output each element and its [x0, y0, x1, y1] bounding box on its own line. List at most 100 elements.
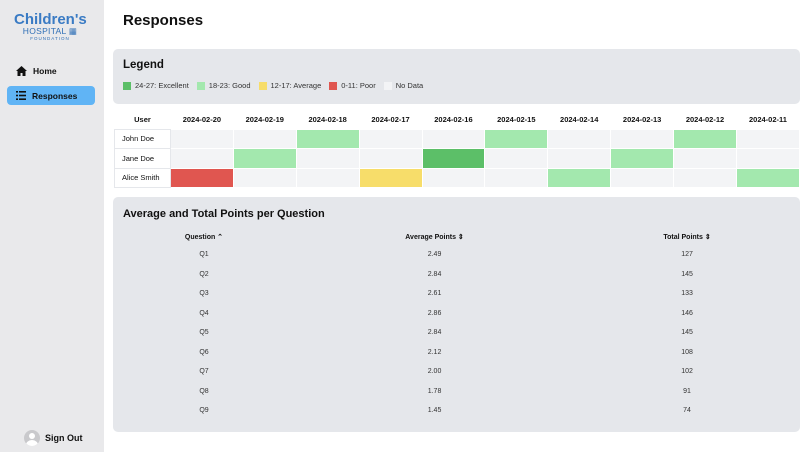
heatmap-cell-none[interactable] [610, 128, 675, 149]
legend-label: 24-27: Excellent [135, 81, 189, 90]
total-points-cell: 108 [681, 348, 693, 356]
heatmap-cell-none[interactable] [610, 167, 675, 188]
legend-swatch [329, 81, 338, 90]
average-points-cell: 1.78 [427, 387, 442, 395]
legend-item: No Data [383, 81, 424, 90]
heatmap-cell-none[interactable] [484, 148, 549, 169]
question-cell: Q1 [199, 251, 209, 259]
response-heatmap: User 2024-02-20 2024-02-19 2024-02-18 2024-0… [114, 110, 801, 188]
heatmap-cell-good[interactable] [610, 148, 675, 169]
total-points-cell: 102 [681, 368, 693, 376]
question-cell: Q3 [199, 290, 209, 298]
sortable-column-header[interactable]: Question ⌃ [184, 234, 224, 241]
column-header-date: 2024-02-20 [182, 114, 222, 124]
sortable-column-header[interactable]: Average Points ⇕ [405, 234, 464, 241]
column-header-date: 2024-02-15 [497, 114, 536, 124]
sidebar-item-label: Responses [32, 90, 78, 101]
table-row: Q1 2.49 127 [113, 245, 800, 265]
legend-swatch [258, 81, 267, 90]
heatmap-cell-none[interactable] [169, 148, 234, 169]
heatmap-cell-average[interactable] [358, 167, 423, 188]
legend-swatch [123, 81, 131, 90]
question-cell: Q4 [199, 309, 209, 317]
sidebar-item-label: Home [33, 65, 57, 76]
avatar-icon [24, 430, 40, 446]
column-header-date: 2024-02-16 [434, 114, 473, 124]
heatmap-cell-none[interactable] [673, 148, 737, 169]
logo[interactable]: Children's HOSPITAL ▦ FOUNDATION [14, 11, 87, 41]
table-row: John Doe [114, 128, 801, 149]
heatmap-cell-none[interactable] [547, 148, 612, 169]
column-header-date: 2024-02-19 [245, 114, 284, 124]
column-header-date: 2024-02-17 [371, 114, 410, 124]
sidebar-item-responses[interactable]: Responses [7, 86, 95, 105]
question-stats-title: Average and Total Points per Question [123, 208, 325, 220]
heatmap-cell-none[interactable] [295, 167, 360, 188]
legend-item: 24-27: Excellent [123, 81, 189, 90]
user-name: Alice Smith [114, 167, 171, 188]
heatmap-cell-good[interactable] [295, 128, 360, 149]
heatmap-cell-none[interactable] [484, 167, 549, 188]
table-row: Q9 1.45 74 [113, 401, 800, 421]
user-name: Jane Doe [114, 148, 171, 169]
sign-out-button[interactable]: Sign Out [24, 430, 83, 446]
total-points-cell: 91 [683, 387, 691, 395]
heatmap-cell-poor[interactable] [169, 167, 234, 188]
average-points-cell: 2.12 [427, 348, 442, 356]
question-cell: Q8 [199, 387, 209, 395]
heatmap-cell-good[interactable] [484, 128, 549, 149]
column-header-user: User [134, 114, 151, 124]
user-name: John Doe [114, 128, 171, 149]
question-cell: Q7 [199, 368, 209, 376]
legend-label: 0-11: Poor [341, 81, 376, 90]
legend-panel: Legend 24-27: Excellent 18-23: Good 12-17:… [113, 49, 800, 104]
table-row: Q2 2.84 145 [113, 265, 800, 285]
table-row: Alice Smith [114, 167, 801, 188]
column-header-date: 2024-02-13 [622, 114, 662, 124]
legend-title: Legend [123, 59, 164, 71]
table-row: Q3 2.61 133 [113, 284, 800, 304]
heatmap-cell-none[interactable] [232, 167, 297, 188]
average-points-cell: 2.00 [427, 368, 442, 376]
table-row: Jane Doe [114, 148, 801, 169]
legend-label: 18-23: Good [208, 81, 251, 90]
heatmap-cell-excellent[interactable] [421, 148, 486, 169]
sidebar: Children's HOSPITAL ▦ FOUNDATION Home Re… [0, 0, 104, 452]
heatmap-cell-good[interactable] [673, 128, 737, 149]
heatmap-cell-none[interactable] [358, 148, 423, 169]
heatmap-cell-none[interactable] [295, 148, 360, 169]
average-points-cell: 1.45 [427, 407, 442, 415]
legend-label: No Data [395, 81, 424, 90]
table-row: Q8 1.78 91 [113, 382, 800, 402]
home-icon [16, 65, 27, 76]
heatmap-cell-good[interactable] [547, 167, 612, 188]
sidebar-item-home[interactable]: Home [7, 61, 95, 80]
heatmap-cell-none[interactable] [421, 128, 486, 149]
question-cell: Q2 [199, 270, 209, 278]
question-cell: Q9 [199, 407, 209, 415]
question-cell: Q5 [199, 329, 209, 337]
heatmap-cell-none[interactable] [673, 167, 737, 188]
legend-item: 0-11: Poor [329, 81, 376, 90]
heatmap-cell-none[interactable] [232, 128, 297, 149]
legend-label: 12-17: Average [270, 81, 322, 90]
average-points-cell: 2.61 [427, 290, 442, 298]
heatmap-cell-none[interactable] [735, 128, 801, 149]
heatmap-cell-none[interactable] [169, 128, 234, 149]
sortable-column-header[interactable]: Total Points ⇕ [663, 234, 711, 241]
total-points-cell: 145 [681, 329, 693, 337]
heatmap-cell-none[interactable] [547, 128, 612, 149]
legend-item: 12-17: Average [258, 81, 322, 90]
heatmap-cell-none[interactable] [358, 128, 423, 149]
legend-swatch [196, 81, 205, 90]
heatmap-cell-none[interactable] [735, 148, 801, 169]
average-points-cell: 2.49 [427, 251, 442, 259]
list-icon [16, 91, 26, 100]
total-points-cell: 145 [681, 270, 693, 278]
heatmap-cell-good[interactable] [232, 148, 297, 169]
column-header-date: 2024-02-18 [308, 114, 347, 124]
heatmap-cell-none[interactable] [421, 167, 486, 188]
heatmap-cell-good[interactable] [735, 167, 801, 188]
table-row: Q6 2.12 108 [113, 343, 800, 363]
column-header-date: 2024-02-14 [560, 114, 599, 124]
